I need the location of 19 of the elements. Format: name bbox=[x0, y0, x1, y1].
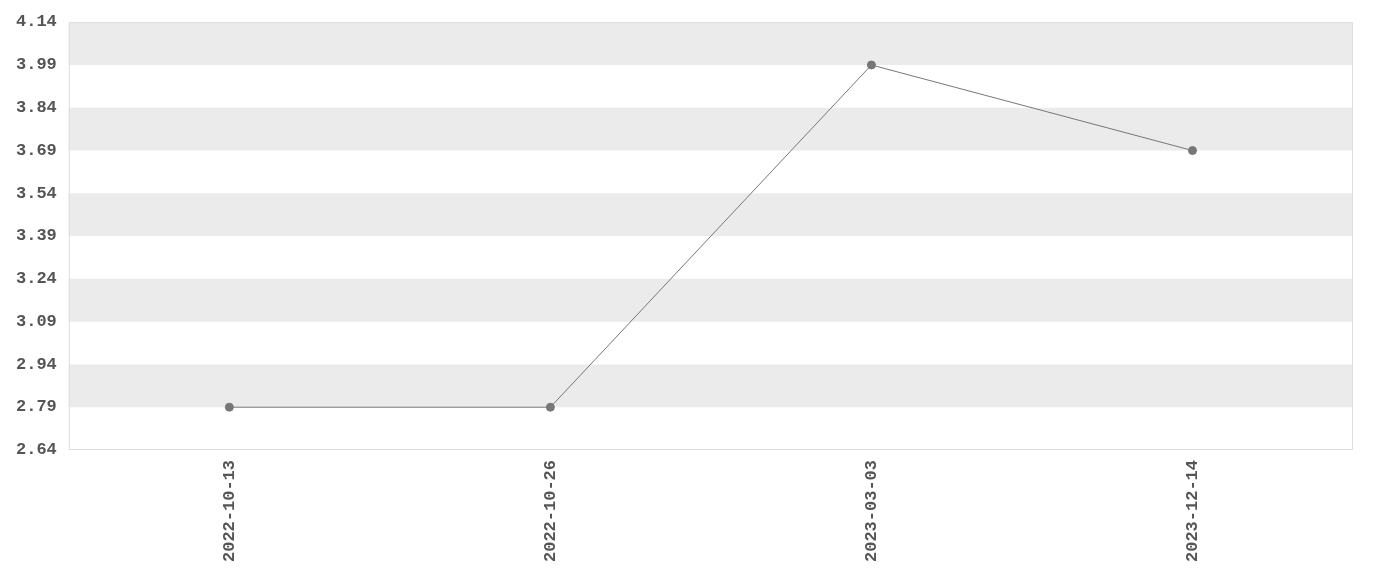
x-tick-label: 2022-10-13 bbox=[219, 459, 239, 563]
y-tick-label: 3.54 bbox=[15, 183, 57, 203]
x-tick-label: 2023-03-03 bbox=[861, 459, 881, 563]
point bbox=[866, 60, 876, 70]
y-tick-label: 3.99 bbox=[15, 55, 57, 75]
y-tick-label: 3.69 bbox=[15, 140, 57, 160]
y-tick-label: 4.14 bbox=[15, 12, 57, 32]
point bbox=[545, 402, 555, 412]
y-tick-label: 3.24 bbox=[15, 269, 57, 289]
y-tick-label: 2.64 bbox=[15, 440, 57, 460]
x-tick-label: 2023-12-14 bbox=[1182, 459, 1202, 563]
point bbox=[1187, 146, 1197, 156]
y-tick-label: 3.39 bbox=[15, 226, 57, 246]
y-tick-label: 3.09 bbox=[15, 311, 57, 331]
y-tick-label: 3.84 bbox=[15, 98, 57, 118]
point bbox=[224, 402, 234, 412]
x-tick-label: 2022-10-26 bbox=[540, 459, 560, 563]
y-tick-label: 2.79 bbox=[15, 397, 57, 417]
y-tick-label: 2.94 bbox=[15, 354, 57, 374]
